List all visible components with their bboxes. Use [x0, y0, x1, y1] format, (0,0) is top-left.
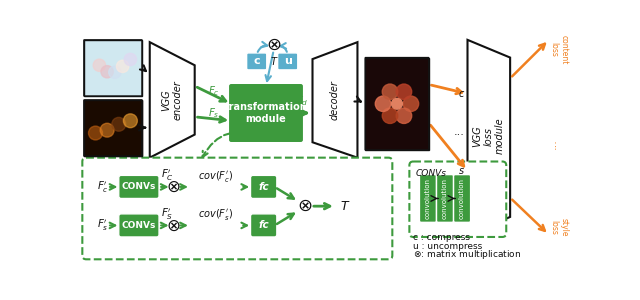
FancyBboxPatch shape [250, 214, 277, 237]
Circle shape [88, 126, 102, 140]
Circle shape [396, 84, 412, 100]
Text: style
loss: style loss [549, 218, 569, 236]
Text: $F_c'$: $F_c'$ [97, 179, 109, 195]
Text: $F_s$: $F_s$ [208, 106, 220, 120]
Text: CONVs: CONVs [122, 182, 156, 191]
Text: $\otimes$: $\otimes$ [166, 178, 180, 196]
FancyBboxPatch shape [250, 176, 277, 199]
Bar [84, 100, 142, 156]
Circle shape [109, 66, 121, 78]
Text: $F_S'$: $F_S'$ [161, 206, 173, 222]
Bar [84, 100, 142, 156]
FancyBboxPatch shape [365, 58, 429, 150]
Polygon shape [312, 42, 358, 158]
Text: u: u [284, 56, 292, 66]
FancyBboxPatch shape [410, 161, 506, 237]
FancyBboxPatch shape [246, 53, 267, 70]
Circle shape [392, 98, 403, 109]
Text: VGG
encoder: VGG encoder [161, 80, 183, 120]
Text: CONVs: CONVs [122, 221, 156, 230]
Circle shape [382, 84, 397, 100]
Circle shape [101, 66, 113, 78]
Circle shape [116, 60, 129, 73]
Text: fc: fc [259, 182, 269, 192]
FancyBboxPatch shape [119, 214, 159, 237]
Text: $F_d$: $F_d$ [296, 94, 308, 108]
Text: $\otimes$: $\otimes$ [266, 36, 282, 54]
Text: u : uncompress: u : uncompress [413, 242, 483, 251]
FancyBboxPatch shape [436, 175, 454, 222]
Circle shape [396, 108, 412, 124]
Text: $F_s'$: $F_s'$ [97, 218, 109, 233]
FancyBboxPatch shape [84, 100, 142, 156]
Polygon shape [150, 42, 195, 158]
Polygon shape [467, 40, 510, 235]
Text: $F_c$: $F_c$ [208, 84, 220, 98]
Bar [84, 40, 142, 96]
Bar [84, 40, 142, 96]
Text: $cov(F_s')$: $cov(F_s')$ [198, 207, 233, 222]
FancyBboxPatch shape [84, 40, 142, 96]
Text: c : compress: c : compress [413, 233, 470, 242]
Circle shape [124, 53, 136, 66]
Circle shape [403, 96, 419, 112]
Text: $\otimes$: $\otimes$ [297, 197, 312, 215]
FancyBboxPatch shape [228, 83, 304, 143]
FancyBboxPatch shape [454, 175, 470, 222]
Circle shape [124, 114, 138, 128]
Text: decoder: decoder [330, 80, 340, 120]
Text: T: T [271, 57, 276, 67]
Text: content
loss: content loss [549, 35, 569, 64]
FancyBboxPatch shape [119, 176, 159, 199]
Circle shape [100, 123, 114, 137]
Text: convolution: convolution [442, 178, 448, 219]
Text: VGG
loss
module: VGG loss module [472, 118, 505, 154]
Text: ...: ... [548, 138, 557, 149]
Text: convolution: convolution [425, 178, 431, 219]
Text: $cov(F_c')$: $cov(F_c')$ [198, 169, 234, 184]
Circle shape [375, 96, 391, 112]
Bar [365, 58, 429, 150]
Text: c: c [459, 89, 465, 99]
Circle shape [93, 59, 106, 71]
Text: transformation
module: transformation module [225, 102, 307, 124]
FancyBboxPatch shape [419, 175, 436, 222]
Text: $\otimes$: $\otimes$ [166, 216, 180, 234]
Text: CONVs: CONVs [415, 169, 447, 178]
Text: T: T [340, 200, 348, 213]
Text: $F_C'$: $F_C'$ [161, 168, 173, 183]
Text: convolution: convolution [459, 178, 465, 219]
FancyBboxPatch shape [83, 158, 392, 259]
Text: c: c [253, 56, 260, 66]
FancyBboxPatch shape [278, 53, 298, 70]
Text: fc: fc [259, 220, 269, 230]
Circle shape [112, 117, 125, 131]
Circle shape [382, 108, 397, 124]
Text: ...: ... [454, 127, 465, 137]
Text: s: s [460, 166, 465, 176]
Text: $\otimes$: matrix multiplication: $\otimes$: matrix multiplication [413, 248, 522, 261]
